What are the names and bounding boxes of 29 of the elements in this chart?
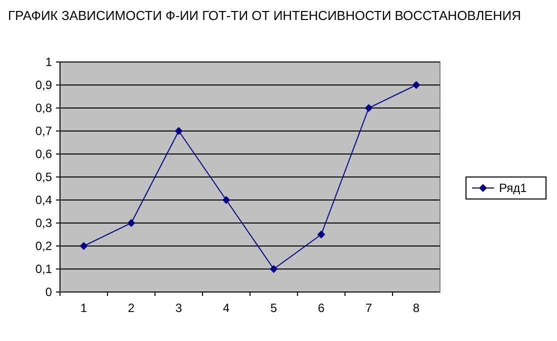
point [174, 127, 183, 135]
point [364, 104, 373, 112]
y-tick-label: 0,3 [35, 216, 52, 230]
x-tick-label: 5 [270, 301, 278, 315]
point [80, 242, 88, 250]
point [412, 81, 420, 89]
y-tick-label: 0,2 [35, 239, 52, 254]
y-tick-label: 1 [45, 55, 52, 70]
y-tick-label: 0,7 [35, 124, 52, 138]
y-tick-label: 0,8 [35, 101, 52, 116]
x-tick-label: 7 [365, 301, 372, 315]
x-tick-label: 4 [222, 301, 230, 315]
y-tick-label: 0,4 [35, 193, 52, 208]
x-tick-label: 8 [412, 301, 420, 315]
x-tick-label: 3 [175, 301, 182, 315]
y-tick-label: 0,1 [35, 262, 52, 276]
y-tick-label: 0,5 [35, 170, 52, 184]
chart-title: ГРАФИК ЗАВИСИМОСТИ Ф-ИИ ГОТ-ТИ ОТ ИНТЕНСИВНОСТИ ВОССТАНОВЛЕНИЯ [8, 8, 522, 23]
x-tick-label: 1 [80, 301, 88, 315]
point [222, 196, 230, 204]
y-tick-label: 0 [45, 285, 52, 300]
x-tick-label: 6 [318, 301, 325, 315]
x-tick-label: 2 [128, 301, 135, 315]
point [127, 219, 136, 227]
y-tick-label: 0,9 [35, 78, 52, 92]
point [270, 265, 278, 273]
legend-label: Ряд1 [499, 181, 528, 196]
y-tick-label: 0,6 [35, 147, 52, 162]
point [317, 230, 326, 238]
